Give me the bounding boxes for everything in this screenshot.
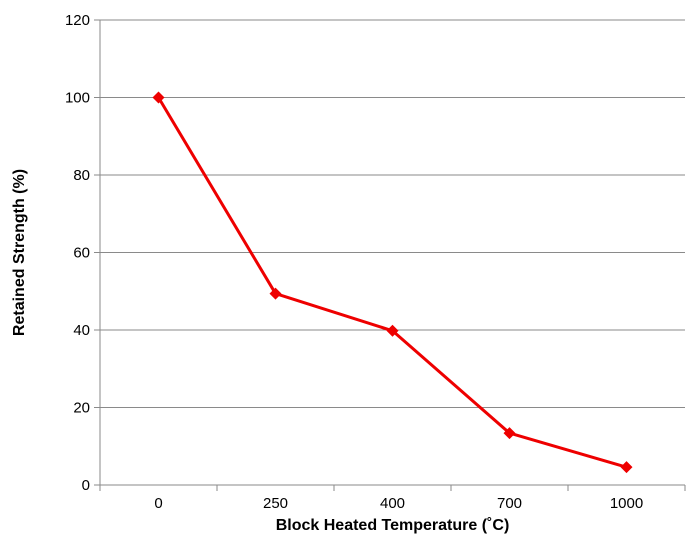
y-tick-label: 40 bbox=[73, 322, 90, 339]
x-tick-label: 700 bbox=[497, 495, 522, 512]
x-axis-title: Block Heated Temperature (˚C) bbox=[276, 517, 510, 534]
x-tick-label: 250 bbox=[263, 495, 288, 512]
x-tick-label: 0 bbox=[154, 495, 162, 512]
y-axis-ticks: 0 20 40 60 80 100 120 bbox=[65, 12, 100, 494]
series-line bbox=[157, 96, 627, 469]
y-tick-label: 80 bbox=[73, 167, 90, 184]
data-point-400 bbox=[386, 324, 399, 337]
gridlines bbox=[100, 19, 685, 408]
series-group bbox=[152, 91, 633, 474]
y-tick-label: 120 bbox=[65, 12, 90, 29]
data-point-250 bbox=[269, 287, 282, 300]
y-tick-label: 100 bbox=[65, 90, 90, 107]
y-tick-label: 20 bbox=[73, 400, 90, 417]
y-tick-label: 0 bbox=[82, 477, 90, 494]
x-tick-label: 1000 bbox=[610, 495, 643, 512]
data-point-0 bbox=[152, 91, 165, 104]
y-tick-label: 60 bbox=[73, 245, 90, 262]
data-point-1000 bbox=[620, 461, 633, 474]
x-tick-label: 400 bbox=[380, 495, 405, 512]
data-point-700 bbox=[503, 427, 516, 440]
x-axis-ticks: 0 250 400 700 1000 bbox=[99, 485, 686, 512]
y-axis-title: Retained Strength (%) bbox=[11, 169, 28, 336]
